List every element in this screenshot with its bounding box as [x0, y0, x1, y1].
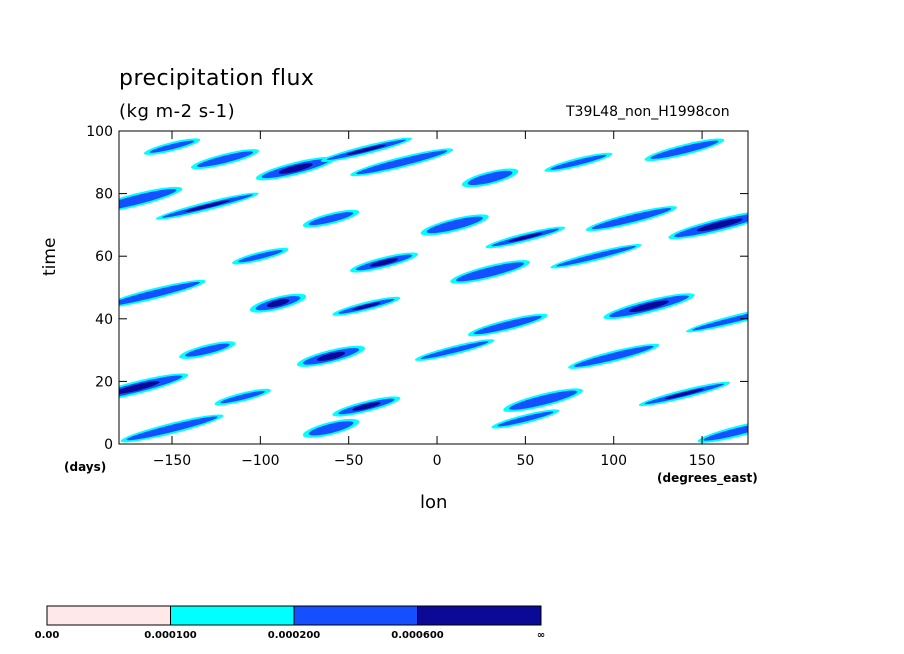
colorbar-swatch — [417, 605, 542, 626]
y-tick-label: 0 — [104, 437, 113, 453]
precip-streak — [591, 208, 672, 230]
precip-streak-core — [508, 232, 543, 242]
precip-streak — [185, 343, 230, 357]
colorbar-label: 0.000100 — [144, 630, 197, 641]
precip-streak — [126, 416, 218, 441]
precip-streak — [509, 390, 578, 410]
precip-streak-core — [352, 402, 381, 411]
precip-streak — [650, 140, 719, 159]
precip-streak-core — [696, 218, 743, 232]
x-tick-label: −50 — [334, 453, 364, 469]
plot-frame — [118, 130, 749, 445]
colorbar-label: 0.000200 — [268, 630, 321, 641]
precip-streak — [703, 422, 748, 441]
precip-streak — [356, 150, 448, 175]
x-tick-label: 50 — [516, 453, 534, 469]
y-axis-unit: (days) — [64, 460, 107, 474]
precip-streak — [456, 262, 525, 282]
precip-streak — [238, 250, 283, 263]
colorbar-label: 0.000600 — [391, 630, 444, 641]
precip-streak-core — [266, 299, 290, 308]
colorbar-swatch — [293, 605, 418, 626]
precip-streak — [119, 189, 177, 211]
x-tick-label: 0 — [433, 453, 442, 469]
y-tick-label: 40 — [95, 312, 113, 328]
precip-streak — [220, 390, 266, 404]
precip-streak — [573, 345, 654, 367]
precip-streak — [119, 281, 200, 306]
y-tick-label: 60 — [95, 249, 113, 265]
precip-streak — [467, 170, 513, 186]
colorbar-swatch — [170, 605, 295, 626]
y-tick-label: 20 — [95, 374, 113, 390]
precip-streak-core — [119, 381, 160, 395]
precip-streak-core — [316, 351, 346, 361]
chart-units: (kg m-2 s-1) — [119, 101, 236, 122]
precip-streak — [497, 411, 554, 427]
precip-streak-core — [278, 163, 313, 174]
precip-streak-core — [664, 388, 705, 400]
colorbar-label: ∞ — [537, 630, 545, 641]
chart-title: precipitation flux — [119, 66, 315, 91]
precip-streak — [426, 216, 483, 234]
precip-streak — [556, 245, 636, 267]
precip-streak-core — [629, 300, 669, 313]
precip-streak-core — [352, 302, 381, 311]
precip-streak — [550, 154, 607, 170]
precip-streak — [473, 315, 542, 335]
precip-field — [119, 137, 748, 443]
axes: −150 −100 −50 0 50 100 150 0 20 40 60 80 100 — [86, 124, 749, 469]
precip-streak-core — [369, 258, 399, 267]
precip-streak — [420, 341, 489, 359]
precip-streak-core — [346, 144, 387, 155]
x-tick-label: −100 — [241, 453, 279, 469]
y-tick-label: 80 — [95, 187, 113, 203]
precip-streak — [149, 140, 195, 153]
x-axis-label: lon — [420, 492, 448, 513]
colorbar: 0.00 0.000100 0.000200 0.000600 ∞ — [35, 605, 545, 641]
run-name: T39L48_non_H1998con — [566, 104, 730, 120]
colorbar-swatch — [46, 605, 171, 626]
plot-area — [119, 137, 748, 443]
x-tick-label: −150 — [153, 453, 191, 469]
precip-streak — [308, 421, 354, 436]
x-tick-label: 150 — [689, 453, 716, 469]
precip-streak — [196, 151, 254, 167]
precip-streak — [691, 307, 748, 331]
precip-streak-core — [184, 200, 231, 213]
x-axis-unit: (degrees_east) — [657, 471, 758, 485]
precip-streak — [308, 212, 354, 226]
colorbar-label: 0.00 — [35, 630, 60, 641]
x-tick-label: 100 — [600, 453, 627, 469]
y-tick-label: 100 — [86, 124, 113, 140]
